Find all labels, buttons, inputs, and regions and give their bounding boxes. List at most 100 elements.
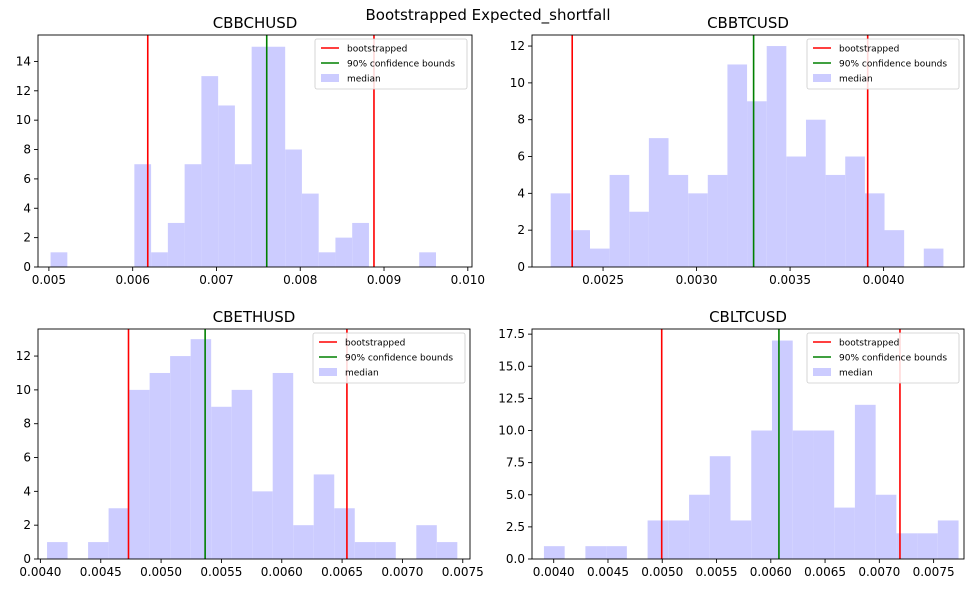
histogram-bar: [786, 156, 806, 267]
y-tick-label: 6: [517, 150, 525, 164]
histogram-bar: [88, 542, 109, 559]
y-tick-label: 4: [23, 484, 31, 498]
axes-frame: [531, 34, 965, 268]
histogram-bar: [707, 174, 728, 267]
histogram-bar: [129, 389, 150, 559]
x-tick-label: 0.0075: [913, 565, 955, 579]
histogram-bar: [234, 164, 252, 267]
legend-label-bootstrapped: bootstrapped: [347, 45, 407, 55]
legend-swatch-median: [319, 368, 337, 376]
y-tick-label: 7.5: [506, 456, 525, 470]
y-tick-label: 2: [517, 223, 525, 237]
legend: bootstrapped 90% confidence bounds median: [806, 332, 960, 384]
legend-swatch-median: [813, 74, 831, 82]
histogram-bar: [923, 248, 944, 267]
y-tick-label: 5.0: [506, 488, 525, 502]
subplot-cbbtcusd: 0.0025 0.0030 0.0035 0.0040 0 2 4 6 8 10 12 CBBTCUS…: [510, 14, 965, 287]
axes-frame: [37, 328, 471, 560]
y-tick-label: 8: [23, 417, 31, 431]
histogram-bar: [318, 252, 336, 267]
y-tick-label: 12: [16, 349, 31, 363]
histogram-bar: [766, 46, 787, 267]
x-tick-label: 0.0065: [804, 565, 846, 579]
legend-label-bootstrapped: bootstrapped: [345, 339, 405, 349]
legend-box: [314, 38, 468, 90]
y-tick-label: 4: [517, 186, 525, 200]
y-tick-label: 12: [16, 84, 31, 98]
histogram-bar: [285, 149, 302, 267]
x-tick-label: 0.0070: [858, 565, 900, 579]
x-tick-label: 0.0060: [261, 565, 303, 579]
histogram-bar: [629, 211, 649, 267]
histogram-bar: [416, 525, 437, 559]
histogram-bar: [585, 546, 607, 559]
figure-suptitle: Bootstrapped Expected_shortfall: [365, 6, 611, 24]
histogram-bar: [231, 389, 253, 559]
histogram-bar: [609, 174, 630, 267]
x-tick-label: 0.0050: [140, 565, 182, 579]
histogram-bar: [47, 542, 68, 559]
histogram-bar: [688, 193, 708, 267]
y-tick-label: 6: [23, 172, 31, 186]
y-tick-label: 6: [23, 451, 31, 465]
subplot-cbethusd: 0.0040 0.0045 0.0050 0.0055 0.0060 0.0065 0.00…: [16, 308, 484, 579]
histogram-bar: [845, 156, 865, 267]
histogram-bar: [647, 520, 669, 559]
histogram-bar: [151, 252, 168, 267]
histogram-bar: [570, 230, 590, 267]
legend-label-median: median: [839, 75, 873, 85]
axes-frame: [37, 34, 473, 268]
y-tick-label: 15.0: [498, 359, 525, 373]
histogram-bar: [747, 101, 767, 267]
histogram-bar: [896, 533, 918, 559]
x-tick-label: 0.0075: [442, 565, 484, 579]
y-tick-label: 2: [23, 518, 31, 532]
legend-box: [806, 38, 960, 90]
histogram-bar: [218, 105, 235, 267]
legend-label-median: median: [347, 75, 381, 85]
histogram-bar: [727, 64, 748, 268]
histogram-bar: [268, 46, 286, 267]
legend-label-bootstrapped: bootstrapped: [839, 339, 899, 349]
histogram-bar: [352, 222, 369, 267]
x-tick-label: 0.007: [199, 273, 233, 287]
y-tick-label: 12: [510, 39, 525, 53]
x-tick-label: 0.0040: [533, 565, 575, 579]
x-tick-label: 0.009: [367, 273, 401, 287]
histogram-bar: [211, 406, 232, 559]
histogram-bar: [668, 174, 689, 267]
histogram-bar: [606, 546, 627, 559]
legend-label-confidence-bounds: 90% confidence bounds: [347, 60, 455, 70]
legend: bootstrapped 90% confidence bounds median: [806, 38, 960, 90]
y-tick-label: 0: [23, 260, 31, 274]
legend: bootstrapped 90% confidence bounds median: [312, 332, 466, 384]
histogram-bar: [167, 222, 185, 267]
histogram-bar: [792, 430, 814, 559]
histogram-bar: [201, 76, 219, 267]
x-tick-label: 0.0045: [587, 565, 629, 579]
y-tick-label: 2: [23, 231, 31, 245]
subplot-title: CBBCHUSD: [213, 14, 298, 32]
histogram-bar: [813, 430, 835, 559]
x-tick-label: 0.0040: [863, 273, 905, 287]
histogram-bar: [108, 508, 130, 559]
histogram-bar: [543, 546, 565, 559]
legend-swatch-median: [321, 74, 339, 82]
histogram-bar: [50, 252, 68, 267]
histogram-bar: [825, 174, 846, 267]
x-tick-label: 0.0055: [200, 565, 242, 579]
histogram-bar: [875, 494, 897, 559]
y-tick-label: 10: [510, 76, 525, 90]
histogram-bar: [375, 542, 396, 559]
x-tick-label: 0.008: [283, 273, 317, 287]
histogram-bar: [689, 494, 710, 559]
y-tick-label: 10.0: [498, 424, 525, 438]
legend-label-median: median: [839, 369, 873, 379]
x-tick-label: 0.0040: [19, 565, 61, 579]
histogram-bar: [550, 193, 571, 267]
histogram-bar: [589, 248, 610, 267]
histogram-bar: [134, 164, 152, 267]
x-tick-label: 0.0055: [696, 565, 738, 579]
histogram-bar: [335, 237, 353, 267]
histogram-bar: [436, 542, 458, 559]
